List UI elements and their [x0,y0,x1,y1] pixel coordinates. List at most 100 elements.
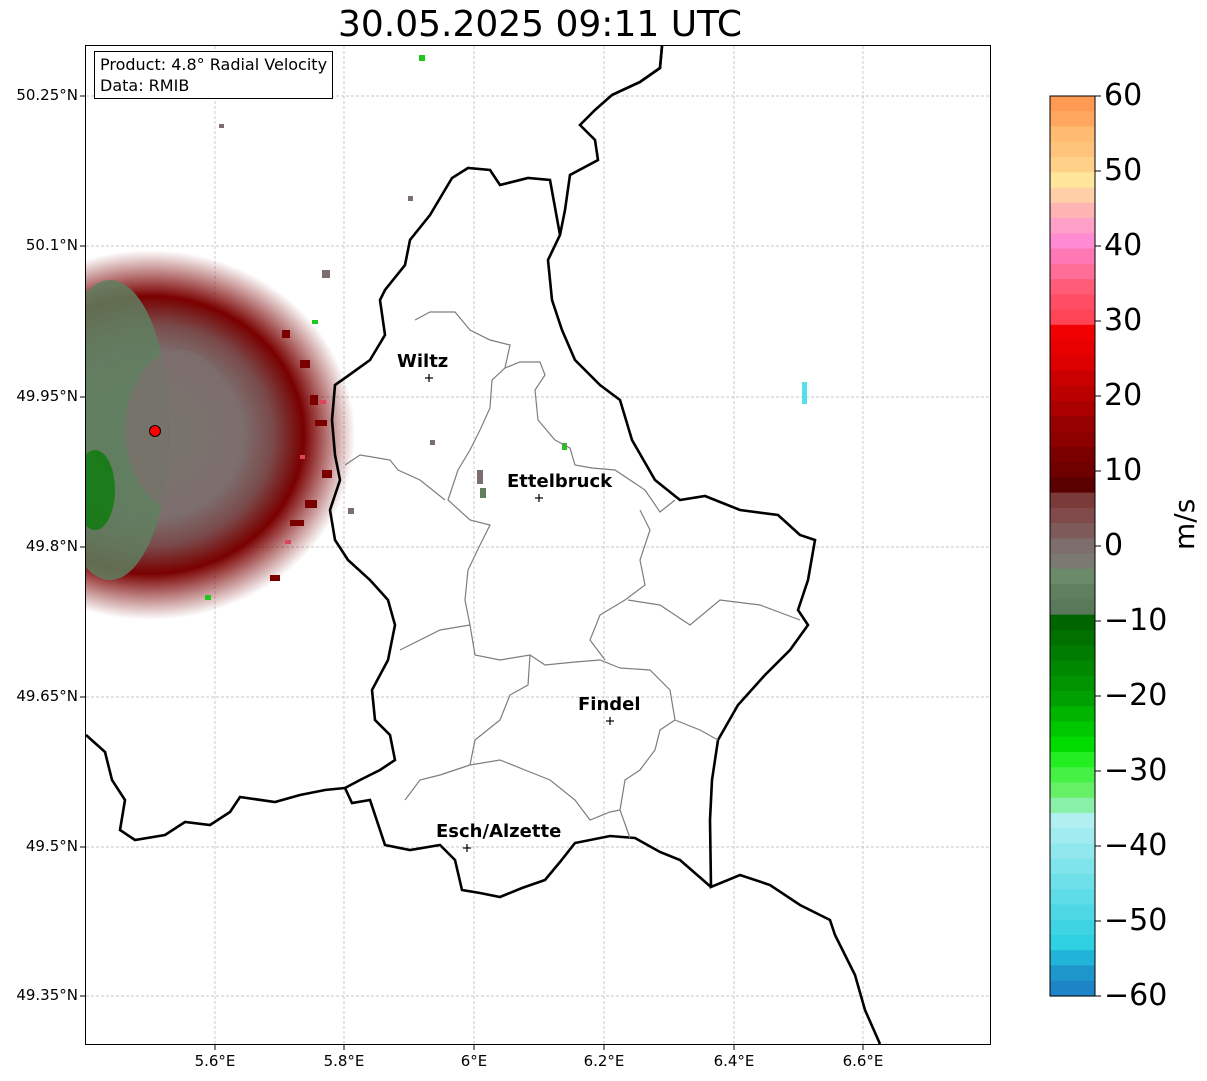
canton-borders [344,311,801,839]
colorbar-tick-label: 40 [1104,228,1143,263]
colorbar [1050,96,1095,997]
colorbar-tick-label: −20 [1104,678,1168,713]
colorbar-swatch [1050,782,1095,799]
colorbar-swatch [1050,355,1095,372]
colorbar-swatch [1050,797,1095,814]
lat-label: 50.25°N [16,86,78,104]
lat-label: 50.1°N [25,236,78,254]
colorbar-tick-label: 30 [1104,303,1143,338]
map-title: 30.05.2025 09:11 UTC [337,4,743,45]
lat-label: 49.5°N [25,837,78,855]
radar-site-marker [149,425,161,437]
colorbar-swatch [1050,675,1095,692]
lon-label: 5.6°E [194,1052,236,1070]
colorbar-swatch [1050,721,1095,738]
colorbar-swatch [1050,431,1095,448]
lat-label: 49.8°N [25,537,78,555]
colorbar-swatch [1050,538,1095,555]
colorbar-swatch [1050,340,1095,356]
colorbar-swatch [1050,568,1095,585]
colorbar-unit-label: m/s [1168,498,1201,550]
colorbar-swatch [1050,736,1095,753]
colorbar-swatch [1050,904,1095,921]
colorbar-swatch [1050,401,1095,417]
lon-label: 6.2°E [583,1052,625,1070]
colorbar-tick-label: −60 [1104,978,1168,1013]
colorbar-swatch [1050,934,1095,951]
radar-echo-field [86,55,807,620]
colorbar-swatch [1050,492,1095,509]
colorbar-swatch [1050,828,1095,845]
map-frame [85,45,991,1045]
colorbar-tick-label: −50 [1104,903,1168,938]
colorbar-swatch [1050,233,1095,250]
colorbar-tick-label: −10 [1104,603,1168,638]
colorbar-swatch [1050,111,1095,128]
colorbar-swatch [1050,873,1095,890]
colorbar-swatch [1050,324,1095,341]
info-product: Product: 4.8° Radial Velocity [100,55,328,74]
colorbar-swatch [1050,858,1095,875]
colorbar-ticks [1095,95,1101,997]
lat-label: 49.35°N [16,986,78,1004]
lon-label: 6.4°E [713,1052,755,1070]
colorbar-swatch [1050,812,1095,829]
colorbar-swatch [1050,141,1095,158]
colorbar-swatch [1050,263,1095,280]
colorbar-swatch [1050,126,1095,143]
info-box: Product: 4.8° Radial Velocity Data: RMIB [94,51,334,99]
info-data-source: Data: RMIB [100,76,190,95]
colorbar-swatch [1050,950,1095,967]
colorbar-tick-label: 60 [1104,78,1143,113]
city-label-ettelbruck: Ettelbruck [507,471,613,492]
colorbar-swatch [1050,660,1095,677]
colorbar-swatch [1050,294,1095,311]
colorbar-swatch [1050,889,1095,906]
colorbar-swatch [1050,690,1095,707]
colorbar-swatch [1050,187,1095,204]
colorbar-swatch [1050,523,1095,539]
colorbar-swatch [1050,706,1095,723]
colorbar-swatch [1050,248,1095,265]
colorbar-tick-label: 20 [1104,378,1143,413]
colorbar-swatch [1050,172,1095,189]
colorbar-tick-label: 50 [1104,153,1143,188]
city-markers [425,374,614,852]
colorbar-tick-label: −40 [1104,828,1168,863]
colorbar-tick-label: 0 [1104,528,1124,563]
colorbar-swatch [1050,218,1095,234]
lat-label: 49.95°N [16,387,78,405]
colorbar-swatch [1050,767,1095,784]
colorbar-swatch [1050,370,1095,387]
city-label-findel: Findel [578,694,641,715]
colorbar-swatch [1050,202,1095,219]
colorbar-swatch [1050,645,1095,661]
national-borders [86,46,882,1044]
colorbar-swatch [1050,629,1095,646]
colorbar-swatch [1050,446,1095,463]
colorbar-tick-label: 10 [1104,453,1143,488]
colorbar-swatch [1050,309,1095,326]
colorbar-swatch [1050,843,1095,860]
colorbar-swatch [1050,507,1095,524]
colorbar-swatch [1050,157,1095,173]
colorbar-swatch [1050,96,1095,112]
colorbar-tick-label: −30 [1104,753,1168,788]
colorbar-swatch [1050,462,1095,478]
colorbar-swatch [1050,553,1095,570]
colorbar-swatch [1050,965,1095,982]
colorbar-swatch [1050,919,1095,936]
colorbar-swatch [1050,599,1095,616]
colorbar-swatch [1050,416,1095,433]
colorbar-swatch [1050,385,1095,402]
colorbar-swatch [1050,614,1095,631]
colorbar-swatch [1050,477,1095,494]
colorbar-swatch [1050,751,1095,768]
city-label-esch-alzette: Esch/Alzette [436,821,562,842]
lon-label: 6.6°E [842,1052,884,1070]
lon-label: 6°E [460,1052,488,1070]
city-label-wiltz: Wiltz [397,351,449,372]
lon-label: 5.8°E [323,1052,365,1070]
colorbar-swatch [1050,584,1095,600]
